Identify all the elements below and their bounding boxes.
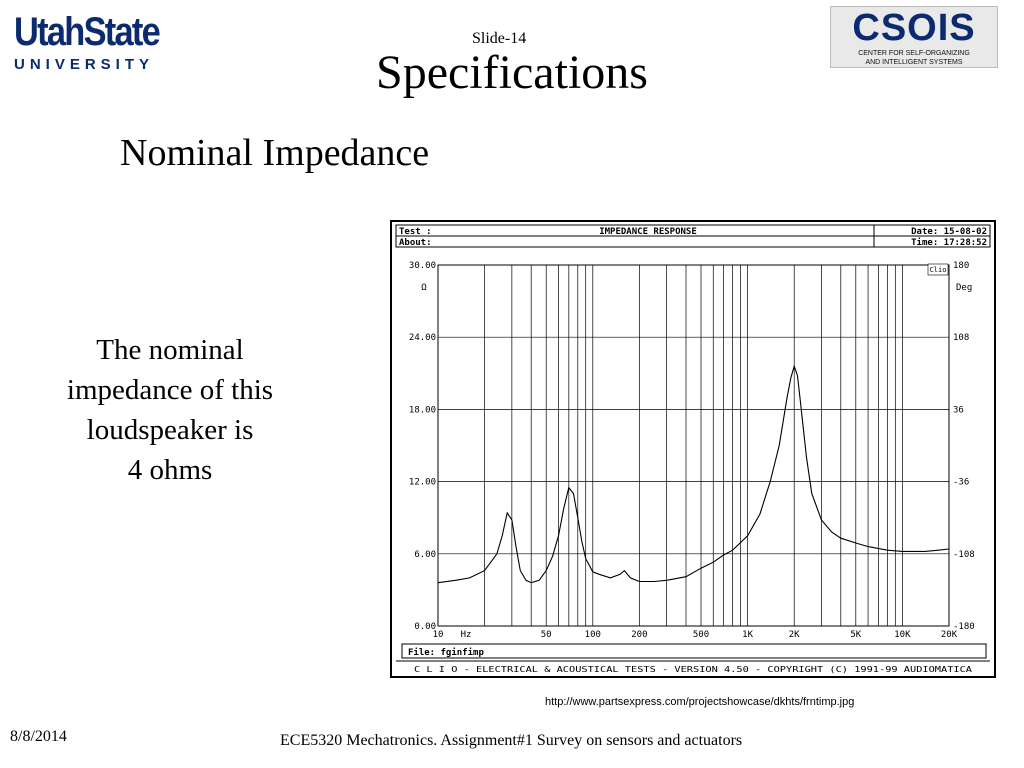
csois-logo: CSOIS CENTER FOR SELF-ORGANIZING AND INT… [830, 6, 998, 68]
usu-logo-subtitle: UNIVERSITY [14, 56, 155, 73]
x-tick-label: 5K [850, 630, 861, 640]
y2-tick-label: 36 [953, 405, 964, 415]
slide-subtitle: Nominal Impedance [120, 132, 430, 174]
usu-logo-wordmark: UtahState [14, 10, 161, 54]
clio-mark-box [927, 263, 949, 276]
x-tick-label: 1K [742, 630, 753, 640]
impedance-curve [437, 364, 950, 584]
csois-logo-line2: AND INTELLIGENT SYSTEMS [865, 59, 963, 66]
slide-number: Slide-14 [472, 30, 527, 47]
left-axis-ticks: 30.00 24.00 18.00 12.00 6.00 0.00 [409, 261, 436, 632]
body-text: The nominal impedance of this loudspeake… [30, 330, 310, 490]
body-line: 4 ohms [127, 454, 213, 486]
chart-outer-border [390, 220, 996, 678]
slide-title: Specifications [376, 46, 648, 99]
impedance-chart-svg: Test : About: IMPEDANCE RESPONSE Date: 1… [390, 220, 996, 678]
utah-state-logo: UtahState UNIVERSITY [14, 10, 200, 76]
source-url: http://www.partsexpress.com/projectshowc… [545, 696, 855, 708]
plot-area-border [437, 264, 950, 627]
x-tick-label: 100 [585, 630, 601, 640]
file-box [401, 643, 987, 659]
y-tick-label: 24.00 [409, 333, 436, 343]
right-axis-unit: Deg [956, 283, 972, 293]
chart-copyright: C L I O - ELECTRICAL & ACOUSTICAL TESTS … [414, 665, 972, 674]
y-tick-label: 6.00 [414, 550, 436, 560]
y-tick-label: 18.00 [409, 405, 436, 415]
x-tick-label: 10 [433, 630, 444, 640]
body-line: loudspeaker is [86, 414, 254, 446]
y2-tick-label: 108 [953, 333, 969, 343]
footer-course: ECE5320 Mechatronics. Assignment#1 Surve… [280, 732, 743, 749]
y2-tick-label: -180 [953, 622, 975, 632]
impedance-chart: Test : About: IMPEDANCE RESPONSE Date: 1… [390, 220, 996, 678]
chart-time: Time: 17:28:52 [911, 237, 987, 248]
y2-tick-label: 180 [953, 261, 969, 271]
chart-date: Date: 15-08-02 [911, 227, 987, 237]
x-tick-label: 10K [894, 630, 911, 640]
x-tick-label: 500 [693, 630, 709, 640]
body-line: impedance of this [66, 374, 274, 406]
y-tick-label: 12.00 [409, 478, 436, 488]
csois-logo-title: CSOIS [852, 7, 976, 49]
x-axis-unit-label: Hz [461, 630, 472, 640]
chart-file-label: File: fginfimp [408, 647, 484, 658]
left-axis-unit: Ω [421, 283, 427, 293]
body-line: The nominal [96, 334, 244, 366]
y-tick-label: 0.00 [414, 622, 436, 632]
y2-tick-label: -108 [953, 550, 975, 560]
x-tick-label: 200 [631, 630, 647, 640]
footer-date: 8/8/2014 [10, 728, 67, 745]
y2-tick-label: -36 [953, 478, 969, 488]
x-axis-ticks: 10 50 100 200 500 1K 2K 5K 10K 20K [433, 630, 958, 640]
chart-heading: IMPEDANCE RESPONSE [599, 227, 697, 237]
x-tick-label: 20K [941, 630, 958, 640]
right-axis-ticks: 180 108 36 -36 -108 -180 [953, 261, 975, 632]
x-tick-label: 2K [789, 630, 800, 640]
x-tick-label: 50 [541, 630, 552, 640]
chart-test-label: Test : [399, 227, 432, 237]
csois-logo-line1: CENTER FOR SELF-ORGANIZING [858, 50, 970, 57]
chart-grid [438, 265, 949, 626]
clio-corner-mark: Clio [930, 266, 947, 274]
chart-about-label: About: [399, 238, 432, 248]
y-tick-label: 30.00 [409, 261, 436, 271]
